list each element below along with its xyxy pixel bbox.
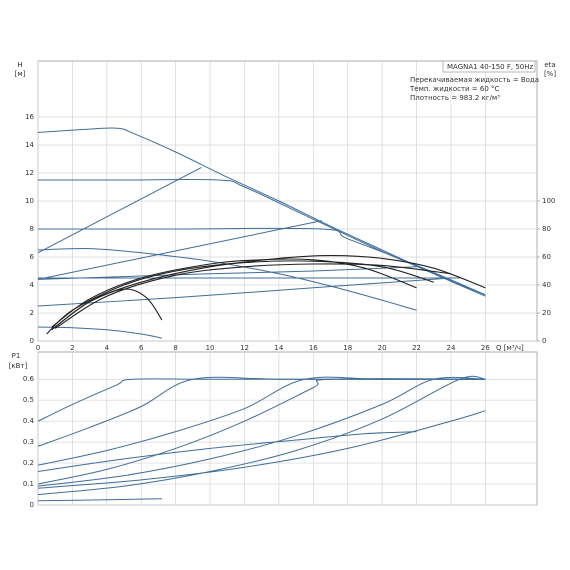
y-tick-label: 0.5 — [23, 396, 34, 404]
y2-tick-label: 40 — [542, 281, 551, 289]
curve — [54, 288, 163, 328]
info-box — [442, 60, 536, 73]
curve — [37, 376, 486, 447]
x-tick-label: 0 — [36, 344, 40, 352]
curve — [38, 178, 486, 296]
y2-label: eta — [544, 61, 555, 69]
x-tick-label: 18 — [343, 344, 352, 352]
curve — [46, 260, 434, 335]
y2-tick-label: 60 — [542, 253, 551, 261]
info-line: Темп. жидкости = 60 °C — [409, 85, 500, 93]
curve — [37, 220, 323, 280]
curve — [37, 277, 452, 307]
x-tick-label: 10 — [206, 344, 215, 352]
y-tick-label: 0.1 — [23, 480, 34, 488]
x-tick-label: 20 — [378, 344, 387, 352]
x-tick-label: 26 — [481, 344, 490, 352]
x-tick-label: 14 — [274, 344, 283, 352]
y2-tick-label: 0 — [542, 337, 546, 345]
x-tick-label: 16 — [309, 344, 318, 352]
y-tick-label: 16 — [25, 113, 34, 121]
curve — [37, 498, 162, 502]
y-tick-label: 0.3 — [23, 438, 34, 446]
y-tick-label: 0 — [30, 337, 34, 345]
info-line: Плотность = 983.2 кг/м³ — [410, 94, 500, 102]
curve — [37, 431, 417, 472]
y2-label-unit: [%] — [544, 70, 556, 78]
y-tick-label: 6 — [30, 253, 35, 261]
y-tick-label: 0.6 — [23, 375, 35, 383]
curve — [37, 376, 486, 487]
info-title: MAGNA1 40-150 F, 50Hz — [447, 63, 533, 71]
curve — [37, 326, 162, 339]
curve — [37, 376, 486, 466]
y2-tick-label: 100 — [542, 197, 555, 205]
y-tick-label: 0.4 — [23, 417, 35, 425]
y-tick-label: 0.2 — [23, 459, 34, 467]
curve — [54, 263, 452, 329]
y-tick-label: 14 — [25, 141, 34, 149]
x-tick-label: 12 — [240, 344, 249, 352]
x-tick-label: 24 — [447, 344, 456, 352]
y-tick-label: 4 — [30, 281, 35, 289]
y-label-unit: [кВт] — [9, 362, 28, 370]
y-label: H — [17, 61, 22, 69]
y2-tick-label: 80 — [542, 225, 551, 233]
curve — [37, 127, 486, 297]
y-tick-label: 8 — [30, 225, 34, 233]
info-line: Перекачиваемая жидкость = Вода — [410, 76, 539, 84]
y-tick-label: 0 — [30, 501, 34, 509]
curve — [37, 378, 486, 485]
curve — [37, 248, 417, 311]
y-tick-label: 2 — [30, 309, 34, 317]
x-tick-label: 2 — [70, 344, 74, 352]
curve — [37, 375, 486, 496]
curve — [37, 227, 486, 296]
curve — [51, 258, 417, 328]
x-label: Q [м³/ч] — [496, 344, 524, 352]
x-tick-label: 8 — [173, 344, 177, 352]
x-tick-label: 22 — [412, 344, 421, 352]
y-label: P1 — [12, 352, 21, 360]
curve — [37, 166, 202, 254]
y-tick-label: 12 — [25, 169, 34, 177]
curve — [37, 266, 417, 280]
y-tick-label: 10 — [25, 197, 34, 205]
curve — [37, 410, 486, 489]
x-tick-label: 6 — [139, 344, 144, 352]
y2-tick-label: 20 — [542, 309, 551, 317]
y-label-unit: [м] — [15, 70, 26, 78]
x-tick-label: 4 — [105, 344, 110, 352]
